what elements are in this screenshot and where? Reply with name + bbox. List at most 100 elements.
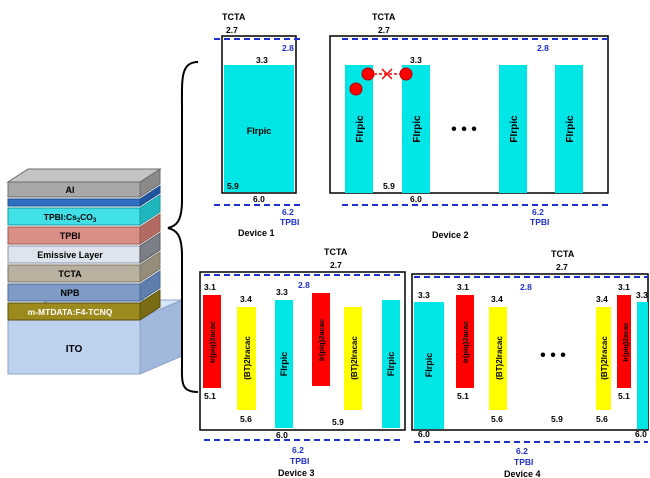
d1-tcta-label: TCTA bbox=[222, 12, 246, 22]
d2-firpic-label-4: FIrpic bbox=[565, 115, 576, 143]
d3-bt-lumo-1: 3.4 bbox=[240, 294, 252, 304]
d2-firpic-homo: 6.0 bbox=[410, 194, 422, 204]
d4-bt-homo-2: 5.6 bbox=[596, 414, 608, 424]
d4-red-homo-2: 5.1 bbox=[618, 391, 630, 401]
d4-tcta-label: TCTA bbox=[551, 249, 575, 259]
blue-layer-front bbox=[7, 198, 141, 207]
d4-yellow-bar-2 bbox=[596, 307, 611, 410]
d4-red-bar-2 bbox=[617, 295, 631, 388]
device-1: TCTA 2.7 2.8 3.3 FIrpic 5.9 6.0 6.2 TPBI… bbox=[214, 12, 300, 238]
d4-red-lumo-1: 3.1 bbox=[457, 282, 469, 292]
d4-ellipsis: • • • bbox=[540, 347, 566, 364]
device-3: TCTA 2.7 2.8 3.1 5.1 Ir(piq)2acac 3.4 5.… bbox=[199, 247, 406, 478]
blue-layer-side bbox=[139, 185, 161, 207]
d4-tpbi-homo: 6.2 bbox=[516, 446, 528, 456]
d3-tcta-homo: 5.9 bbox=[332, 417, 344, 427]
d2-tcta-label: TCTA bbox=[372, 12, 396, 22]
d4-tpbi-label: TPBI bbox=[514, 457, 533, 467]
device-2: TCTA 2.7 2.8 3.3 FIrpic FIrpic FIrpic FI… bbox=[329, 12, 612, 240]
d3-yellow-bar-2 bbox=[344, 307, 362, 410]
d3-firpic-bar-2 bbox=[382, 300, 400, 428]
d1-firpic-lumo: 3.3 bbox=[256, 55, 268, 65]
d4-bt-lumo-1: 3.4 bbox=[491, 294, 503, 304]
d2-firpic-bar-3 bbox=[499, 65, 527, 193]
d4-red-label-2: Ir(piq)2acac bbox=[623, 322, 630, 361]
d2-exciton-dot-2 bbox=[361, 67, 375, 81]
d2-tpbi-label: TPBI bbox=[530, 217, 549, 227]
layer-label-mtdata: m-MTDATA:F4-TCNQ bbox=[28, 307, 113, 317]
d2-tcta-homo: 5.9 bbox=[383, 181, 395, 191]
d2-tcta-lumo: 2.7 bbox=[378, 25, 390, 35]
d3-bt-label-2: (BT)2Iracac bbox=[350, 336, 359, 380]
d2-exciton-dot-3 bbox=[399, 67, 413, 81]
layer-label-tpbics: TPBI:Cs2CO3 bbox=[44, 212, 97, 224]
d2-title: Device 2 bbox=[432, 230, 469, 240]
d4-red-lumo-2: 3.1 bbox=[618, 282, 630, 292]
d4-tcta-homo: 5.9 bbox=[551, 414, 563, 424]
d4-firpic-lumo-1: 3.3 bbox=[418, 290, 430, 300]
d1-tcta-lumo: 2.7 bbox=[226, 25, 238, 35]
d2-tpbi-homo: 6.2 bbox=[532, 207, 544, 217]
d4-bt-label-1: (BT)2Iracac bbox=[495, 336, 504, 380]
d2-exciton-dot-1 bbox=[349, 82, 363, 96]
d3-tcta-lumo: 2.7 bbox=[330, 260, 342, 270]
d4-firpic-lumo-2: 3.3 bbox=[636, 290, 648, 300]
d3-bt-label-1: (BT)2Iracac bbox=[243, 336, 252, 380]
d4-bt-homo-1: 5.6 bbox=[491, 414, 503, 424]
d3-red-bar-2 bbox=[312, 293, 330, 386]
d3-bt-homo-1: 5.6 bbox=[240, 414, 252, 424]
curly-brace bbox=[167, 61, 199, 393]
layer-label-npb: NPB bbox=[60, 288, 80, 298]
d2-firpic-label-1: FIrpic bbox=[355, 115, 366, 143]
d1-firpic-homo: 6.0 bbox=[253, 194, 265, 204]
d1-firpic-bar bbox=[224, 65, 294, 192]
d3-box bbox=[199, 271, 406, 431]
d3-yellow-bar-1 bbox=[237, 307, 256, 410]
d4-red-bar-1 bbox=[456, 295, 474, 388]
d1-tpbi-lumo: 2.8 bbox=[282, 43, 294, 53]
d1-tpbi-label: TPBI bbox=[280, 217, 299, 227]
d4-firpic-homo-1: 6.0 bbox=[418, 429, 430, 439]
d1-firpic-label: FIrpic bbox=[247, 126, 272, 136]
layer-label-tcta: TCTA bbox=[58, 269, 82, 279]
eml-side bbox=[139, 232, 161, 264]
d3-tpbi-homo: 6.2 bbox=[292, 445, 304, 455]
d2-firpic-label-2: FIrpic bbox=[412, 115, 423, 143]
d2-firpic-label-3: FIrpic bbox=[509, 115, 520, 143]
d4-tcta-lumo: 2.7 bbox=[556, 262, 568, 272]
d3-tcta-label: TCTA bbox=[324, 247, 348, 257]
d2-box bbox=[329, 35, 609, 194]
d2-ellipsis: • • • bbox=[451, 121, 477, 138]
d2-tpbi-lumo: 2.8 bbox=[537, 43, 549, 53]
d4-firpic-homo-2: 6.0 bbox=[635, 429, 647, 439]
d3-tpbi-label: TPBI bbox=[290, 456, 309, 466]
d4-title: Device 4 bbox=[504, 469, 541, 478]
d4-bt-lumo-2: 3.4 bbox=[596, 294, 608, 304]
layer-stack: ITO m-MTDATA:F4-TCNQ NPB TCTA Emissive L… bbox=[6, 168, 183, 375]
d3-title: Device 3 bbox=[278, 468, 315, 478]
npb-side bbox=[139, 270, 161, 302]
d2-firpic-bar-4 bbox=[555, 65, 583, 193]
d4-box bbox=[411, 273, 649, 431]
d2-firpic-lumo: 3.3 bbox=[410, 55, 422, 65]
d3-firpic-bar-1 bbox=[275, 300, 293, 428]
d4-firpic-bar-2 bbox=[637, 302, 648, 429]
tpbi-side bbox=[139, 213, 161, 245]
device-4: TCTA 2.7 2.8 3.3 FIrpic 6.0 3.1 5.1 Ir(p… bbox=[411, 249, 649, 478]
layer-label-ito: ITO bbox=[66, 344, 83, 355]
d1-tpbi-homo: 6.2 bbox=[282, 207, 294, 217]
d4-yellow-bar-1 bbox=[489, 307, 507, 410]
d3-red-lumo-1: 3.1 bbox=[204, 282, 216, 292]
d4-tpbi-lumo: 2.8 bbox=[520, 282, 532, 292]
d1-box bbox=[221, 35, 297, 194]
mtdata-side bbox=[139, 289, 161, 321]
d2-cross-b bbox=[381, 68, 393, 80]
d3-firpic-label-1: FIrpic bbox=[279, 352, 289, 377]
tpbics-side bbox=[139, 194, 161, 226]
d3-red-label-1: Ir(piq)2acac bbox=[208, 321, 217, 363]
d3-tpbi-lumo: 2.8 bbox=[298, 280, 310, 290]
layer-label-tpbi: TPBI bbox=[60, 231, 81, 241]
layer-label-eml: Emissive Layer bbox=[37, 250, 103, 260]
d3-firpic-homo: 6.0 bbox=[276, 430, 288, 440]
